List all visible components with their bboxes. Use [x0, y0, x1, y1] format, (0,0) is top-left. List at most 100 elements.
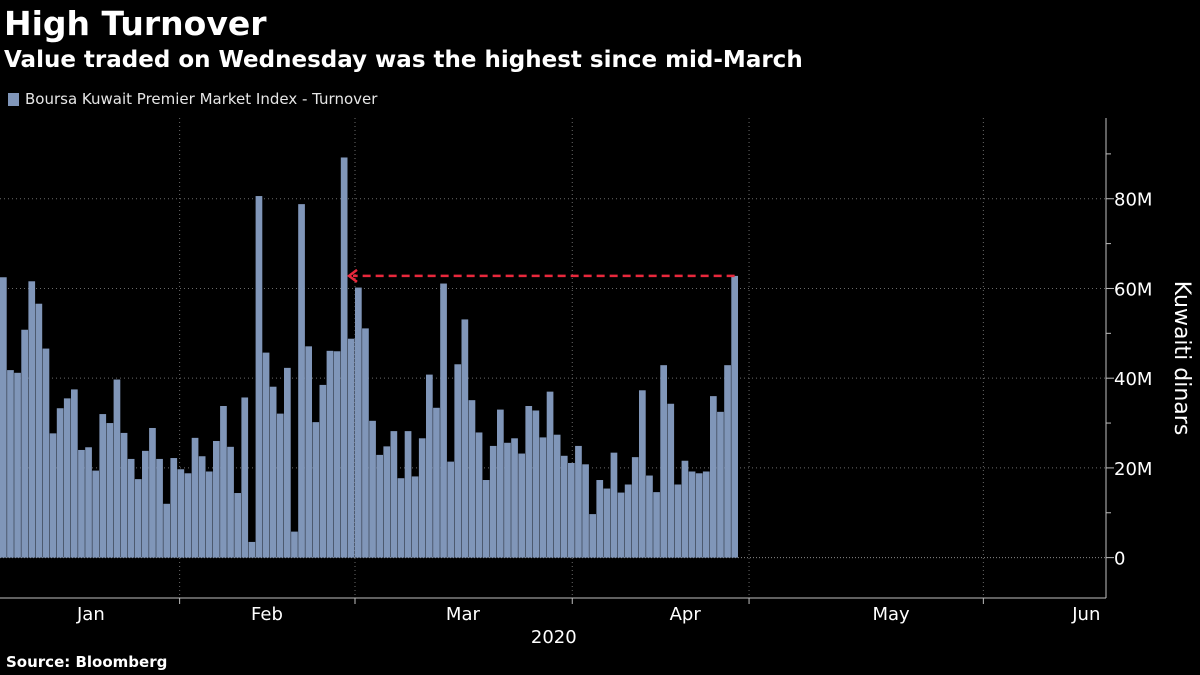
data-bar — [674, 484, 682, 558]
data-bar — [724, 365, 731, 558]
data-bar — [21, 329, 28, 558]
data-bar — [369, 420, 376, 558]
data-bar — [702, 471, 710, 558]
data-bar — [461, 319, 469, 558]
x-tick-label: Apr — [670, 604, 702, 625]
data-bar — [113, 379, 121, 558]
data-bar — [234, 493, 241, 558]
chart-legend: Boursa Kuwait Premier Market Index - Tur… — [8, 90, 377, 108]
data-bar — [241, 397, 249, 558]
data-bar — [71, 389, 78, 558]
data-bar — [248, 541, 256, 558]
data-bar — [191, 437, 199, 558]
data-bar — [710, 396, 717, 558]
y-axis-label: Kuwaiti dinars — [1169, 281, 1194, 436]
data-bar — [688, 471, 696, 558]
data-bar — [213, 440, 220, 558]
data-bar — [184, 473, 192, 558]
data-bar — [518, 453, 525, 558]
data-bar — [262, 352, 270, 558]
data-bar — [418, 438, 426, 558]
data-bar — [28, 281, 36, 558]
data-bar — [575, 445, 582, 558]
data-bar — [497, 409, 504, 558]
data-bar — [120, 432, 128, 558]
data-bar — [532, 410, 540, 558]
x-tick-label: Jan — [76, 604, 105, 625]
data-bar — [298, 204, 305, 558]
data-bar — [390, 431, 398, 558]
data-bar — [589, 514, 596, 558]
data-bar — [653, 492, 660, 558]
data-bar — [49, 433, 57, 558]
x-tick-label: May — [872, 604, 910, 625]
data-bar — [426, 374, 433, 558]
data-bar — [376, 454, 383, 558]
data-bar — [14, 372, 21, 558]
data-bar — [156, 458, 163, 558]
y-tick-label: 80M — [1114, 190, 1152, 211]
data-bar — [596, 480, 604, 558]
x-tick-label: Jun — [1071, 604, 1100, 625]
data-bar — [347, 338, 355, 558]
data-bar — [731, 275, 738, 558]
data-bar — [475, 432, 483, 558]
data-bar — [333, 351, 341, 558]
data-bar — [142, 450, 149, 558]
data-bar — [454, 364, 462, 558]
legend-swatch — [8, 92, 19, 106]
x-axis-year-label: 2020 — [531, 627, 577, 648]
data-bar — [447, 461, 454, 558]
data-bar — [127, 458, 135, 558]
data-bar — [631, 457, 639, 558]
data-bar — [404, 431, 412, 558]
data-bar — [624, 484, 632, 558]
data-bar — [468, 400, 476, 558]
data-bar — [205, 471, 213, 558]
data-bar — [489, 445, 497, 558]
data-bar — [63, 398, 71, 558]
data-bar — [639, 390, 646, 558]
data-bar — [610, 452, 618, 558]
y-tick-label: 60M — [1114, 279, 1152, 300]
data-bar — [433, 407, 440, 558]
data-bar — [340, 157, 348, 558]
data-bar — [106, 423, 114, 558]
data-bar — [319, 384, 327, 558]
data-bar — [362, 328, 369, 558]
data-bar — [134, 479, 142, 558]
data-bar — [312, 422, 320, 558]
legend-label: Boursa Kuwait Premier Market Index - Tur… — [25, 90, 378, 108]
data-bar — [617, 492, 625, 558]
data-bar — [504, 442, 511, 558]
y-tick-label: 40M — [1114, 369, 1152, 390]
data-bar — [170, 458, 178, 558]
x-tick-label: Mar — [446, 604, 481, 625]
source-note: Source: Bloomberg — [6, 653, 168, 671]
data-bar — [85, 447, 92, 558]
annotation-arrowhead — [346, 268, 358, 283]
data-bar — [560, 455, 568, 558]
data-bar — [568, 462, 575, 558]
data-bar — [326, 350, 334, 558]
data-bar — [149, 427, 156, 558]
data-bar — [269, 386, 277, 558]
data-bar — [220, 406, 227, 558]
data-bar — [92, 470, 99, 558]
data-bar — [511, 438, 518, 558]
data-bar — [717, 411, 724, 558]
data-bar — [163, 503, 170, 558]
data-bar — [539, 437, 547, 558]
data-bar — [667, 403, 675, 558]
y-tick-label: 0 — [1114, 549, 1125, 570]
data-bar — [177, 469, 185, 558]
data-bar — [99, 414, 107, 558]
data-bar — [7, 370, 14, 558]
data-bar — [440, 283, 447, 558]
data-bar — [695, 473, 703, 558]
data-bar — [284, 367, 291, 558]
data-bar — [42, 348, 50, 558]
data-bar — [681, 460, 689, 558]
chart-title: High Turnover — [4, 4, 267, 43]
